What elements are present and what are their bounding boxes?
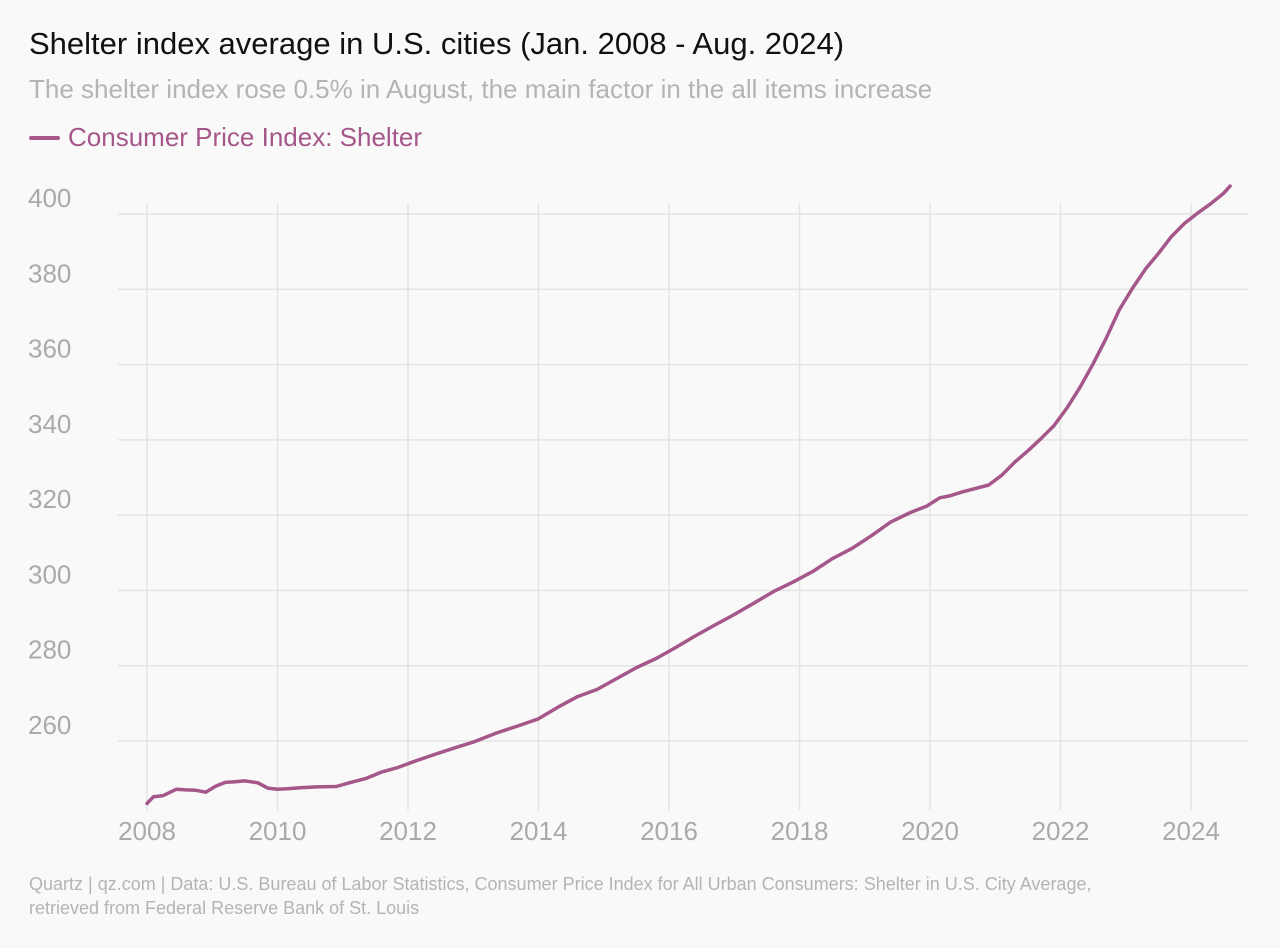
x-tick-label: 2014	[510, 816, 568, 846]
x-tick-label: 2020	[901, 816, 959, 846]
x-tick-label: 2016	[640, 816, 698, 846]
chart-subtitle: The shelter index rose 0.5% in August, t…	[29, 74, 933, 104]
y-tick-label: 360	[28, 334, 71, 364]
y-tick-label: 260	[28, 710, 71, 740]
footer-line-2: retrieved from Federal Reserve Bank of S…	[29, 898, 420, 918]
series-line-shelter	[145, 184, 1232, 806]
legend-swatch	[29, 135, 60, 140]
line-chart: 260 280 300 320 340 360 380 400 2008 2010 2012 2014…	[28, 183, 1248, 846]
x-tick-label: 2024	[1162, 816, 1220, 846]
y-tick-label: 280	[28, 635, 71, 665]
x-tick-label: 2012	[379, 816, 437, 846]
x-tick-label: 2022	[1032, 816, 1090, 846]
legend: Consumer Price Index: Shelter	[29, 122, 422, 153]
x-tick-label: 2008	[118, 816, 176, 846]
x-tick-label: 2018	[771, 816, 829, 846]
y-tick-label: 300	[28, 559, 71, 589]
y-tick-label: 380	[28, 258, 71, 288]
chart-title: Shelter index average in U.S. cities (Ja…	[29, 26, 845, 61]
footer-line-1: Quartz | qz.com | Data: U.S. Bureau of L…	[29, 874, 1092, 894]
y-tick-label: 340	[28, 409, 71, 439]
y-tick-label: 320	[28, 484, 71, 514]
source-footer: Quartz | qz.com | Data: U.S. Bureau of L…	[29, 872, 1259, 920]
legend-label: Consumer Price Index: Shelter	[68, 122, 423, 152]
y-tick-label: 400	[28, 183, 71, 213]
x-tick-label: 2010	[249, 816, 307, 846]
